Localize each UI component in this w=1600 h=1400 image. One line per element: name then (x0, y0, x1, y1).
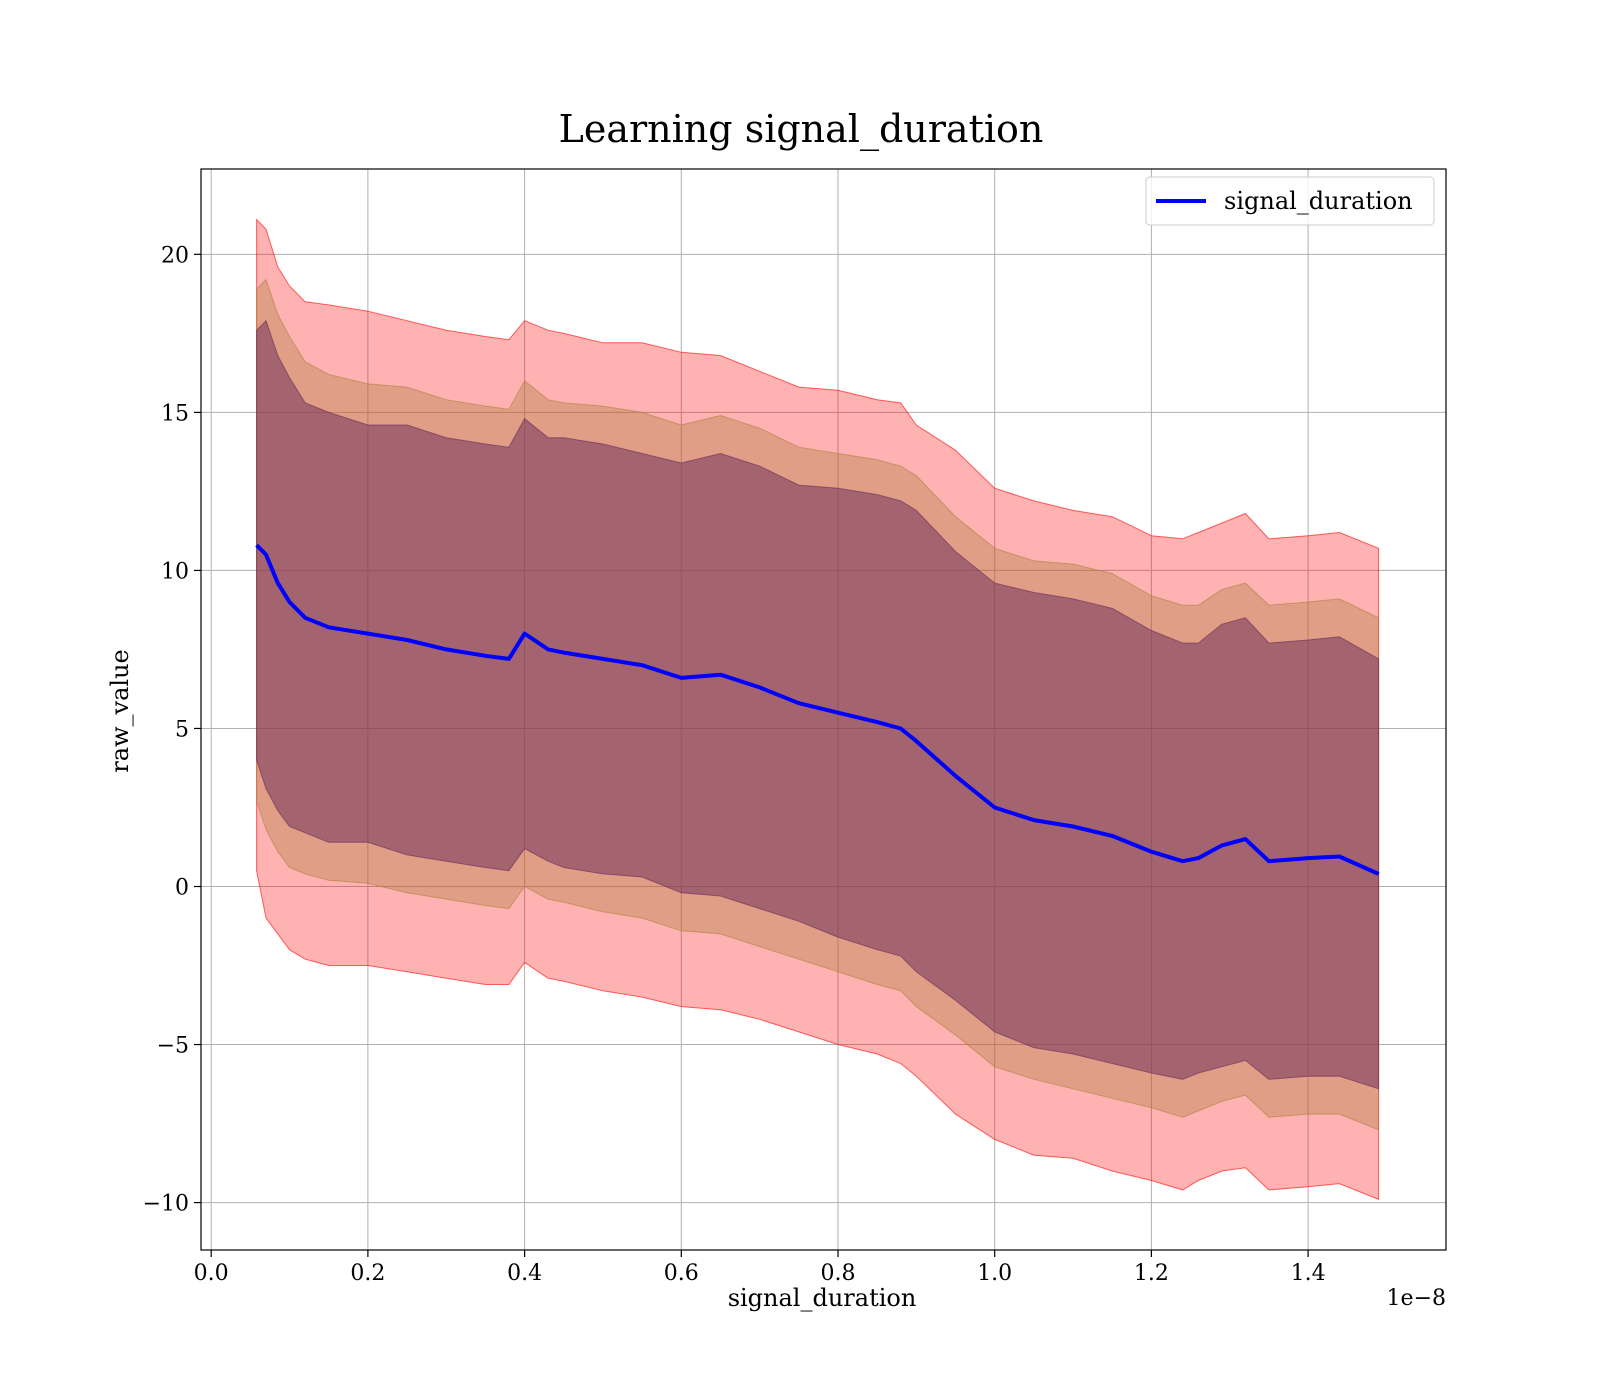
y-tick-label: 15 (161, 401, 189, 426)
plot-frame (200, 168, 1447, 1251)
chart-title: Learning signal_duration (559, 107, 1044, 152)
y-axis-label: raw_value (106, 649, 134, 773)
x-tick-label: 1.0 (977, 1261, 1012, 1286)
y-tick-label: 10 (161, 559, 189, 584)
x-tick-label: 1.2 (1134, 1261, 1169, 1286)
y-tick-label: 5 (175, 717, 189, 742)
x-axis-scale-label: 1e−8 (1387, 1286, 1446, 1311)
x-tick-label: 0.6 (664, 1261, 699, 1286)
band-1sigma (256, 319, 1380, 1090)
x-tick-label: 0.8 (820, 1261, 855, 1286)
series-lines (255, 543, 1380, 876)
y-axis-ticks: −10 −5 0 5 10 15 20 (143, 243, 201, 1217)
x-tick-label: 0.0 (194, 1261, 229, 1286)
y-tick-label: −10 (143, 1192, 189, 1217)
x-tick-label: 0.2 (350, 1261, 385, 1286)
y-tick-label: 20 (161, 243, 189, 268)
x-axis-ticks: 0.0 0.2 0.4 0.6 0.8 1.0 1.2 1.4 (194, 1250, 1326, 1286)
x-axis-label: signal_duration (728, 1284, 917, 1312)
x-tick-label: 1.4 (1291, 1261, 1326, 1286)
y-tick-label: 0 (175, 876, 189, 901)
y-tick-label: −5 (157, 1034, 189, 1059)
legend: signal_duration (1145, 176, 1435, 226)
legend-box (1145, 176, 1435, 226)
series-line-signal-duration (255, 543, 1380, 876)
legend-label: signal_duration (1224, 187, 1413, 215)
x-tick-label: 0.4 (507, 1261, 542, 1286)
